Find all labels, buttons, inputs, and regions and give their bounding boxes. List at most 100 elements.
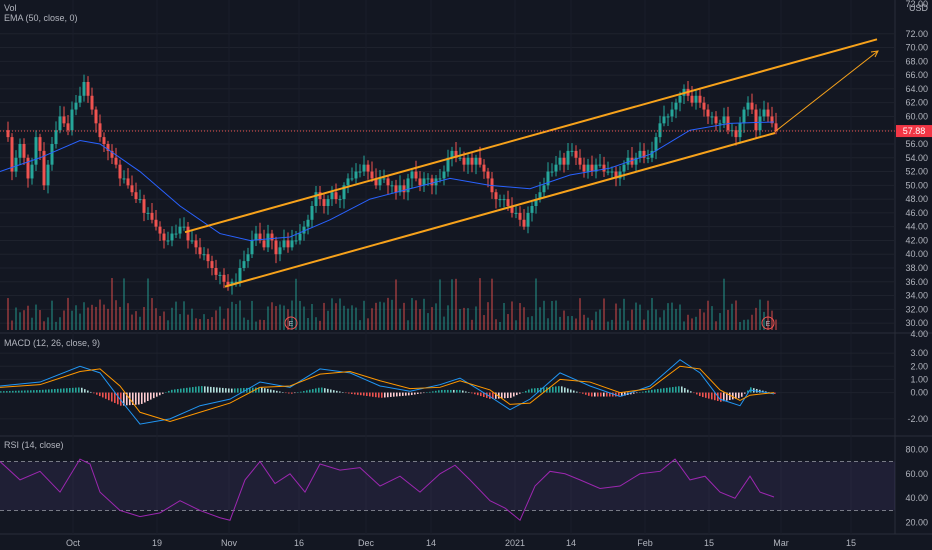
candle-body (298, 233, 302, 241)
volume-bar (523, 307, 525, 330)
candle-body (70, 109, 74, 131)
macd-histogram-bar (492, 392, 494, 400)
macd-histogram-bar (54, 389, 56, 393)
candle-body (478, 157, 482, 165)
candle-body (58, 116, 62, 131)
price-tick-label: 30.00 (905, 318, 928, 328)
candle-body (674, 102, 678, 110)
candle-body (550, 171, 554, 173)
candle-body (338, 199, 342, 201)
volume-bar (99, 299, 101, 330)
macd-histogram-bar (378, 392, 380, 398)
candle-body (198, 247, 202, 255)
volume-bar (411, 298, 413, 330)
volume-bar (183, 301, 185, 330)
macd-histogram-bar (108, 392, 110, 401)
volume-bar (191, 308, 193, 330)
macd-histogram-bar (735, 392, 737, 399)
last-price-tag: 57.88 (896, 125, 932, 138)
candle-body (330, 192, 334, 200)
macd-histogram-bar (87, 390, 89, 393)
macd-histogram-bar (684, 388, 686, 393)
earnings-marker (761, 316, 775, 330)
volume-bar (75, 305, 77, 330)
macd-histogram-bar (180, 388, 182, 393)
candle-body (738, 123, 742, 138)
candle-body (294, 240, 298, 242)
candle-body (362, 164, 366, 172)
volume-bar (59, 317, 61, 330)
macd-histogram-bar (582, 392, 584, 394)
macd-histogram-bar (288, 392, 290, 394)
volume-bar (583, 314, 585, 330)
macd-histogram-bar (165, 392, 167, 393)
candle-body (762, 109, 766, 117)
volume-bar (199, 319, 201, 330)
macd-histogram-bar (33, 390, 35, 393)
volume-bar (51, 300, 53, 330)
candle-body (702, 102, 706, 110)
macd-histogram-bar (72, 387, 74, 393)
volume-bar (443, 316, 445, 330)
volume-bar (91, 304, 93, 330)
candle-body (774, 123, 778, 132)
candle-body (194, 240, 198, 248)
candle-body (118, 164, 122, 179)
macd-histogram-bar (450, 389, 452, 393)
macd-histogram-bar (258, 387, 260, 393)
candle-body (622, 164, 626, 172)
volume-bar (179, 314, 181, 330)
macd-histogram-bar (474, 392, 476, 395)
earnings-marker-label: E (289, 321, 294, 328)
macd-histogram-bar (384, 392, 386, 398)
volume-bar (483, 315, 485, 330)
macd-histogram-bar (711, 392, 713, 400)
macd-histogram-bar (636, 392, 638, 394)
volume-bar (603, 298, 605, 330)
candle-body (106, 144, 110, 151)
candle-body (386, 178, 390, 186)
volume-bar (271, 302, 273, 330)
macd-histogram-bar (186, 387, 188, 393)
candle-body (746, 102, 750, 110)
volume-bar (731, 303, 733, 330)
candle-body (754, 109, 758, 131)
macd-histogram-bar (522, 392, 524, 393)
macd-histogram-bar (93, 392, 95, 394)
macd-histogram-bar (669, 387, 671, 393)
macd-histogram-bar (486, 392, 488, 398)
price-tick-label: 34.00 (905, 291, 928, 301)
volume-bar (367, 318, 369, 330)
macd-tick-label: 0.00 (910, 388, 928, 398)
volume-bar (267, 306, 269, 330)
candle-body (6, 130, 10, 138)
volume-bar (167, 320, 169, 330)
candle-body (482, 164, 486, 172)
macd-histogram-bar (567, 388, 569, 393)
macd-histogram-bar (63, 388, 65, 393)
candle-body (190, 240, 194, 242)
macd-histogram-bar (702, 392, 704, 398)
volume-bar (679, 304, 681, 330)
macd-tick-label: 3.00 (910, 348, 928, 358)
macd-histogram-bar (525, 390, 527, 393)
volume-bar (383, 302, 385, 330)
volume-bar (599, 309, 601, 330)
candle-body (258, 233, 262, 241)
volume-bar (751, 314, 753, 330)
candle-body (170, 233, 174, 241)
macd-histogram-bar (558, 386, 560, 393)
macd-histogram-bar (231, 388, 233, 393)
candle-body (538, 192, 542, 200)
macd-histogram-bar (348, 392, 350, 394)
macd-histogram-bar (234, 388, 236, 393)
volume-bar (155, 308, 157, 330)
candle-body (222, 274, 226, 282)
macd-histogram-bar (642, 391, 644, 393)
candle-body (698, 95, 702, 103)
volume-bar (571, 316, 573, 330)
candle-body (142, 199, 146, 213)
macd-histogram-bar (741, 392, 743, 397)
macd-histogram-bar (48, 389, 50, 393)
